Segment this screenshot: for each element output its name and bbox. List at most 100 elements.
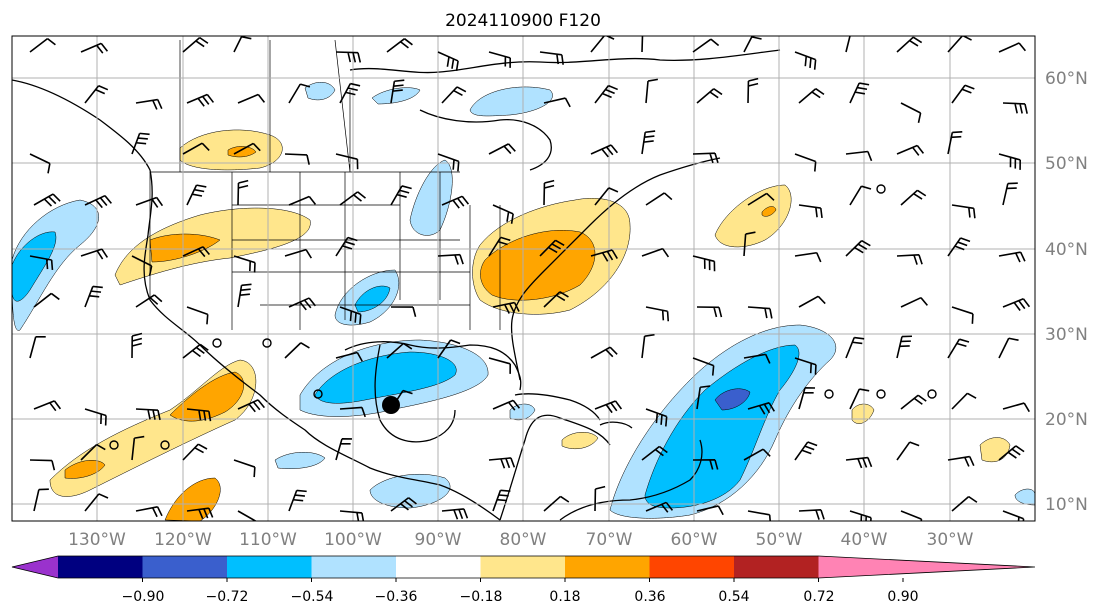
wind-barb — [131, 255, 153, 276]
colorbar-segment — [565, 556, 650, 578]
wind-barb — [437, 253, 464, 265]
wind-barb — [747, 306, 773, 319]
wind-barb — [849, 510, 872, 521]
wind-barb — [182, 246, 210, 258]
negative-anomaly-east-pacific — [274, 452, 326, 469]
wind-barb — [845, 336, 865, 359]
wind-barb — [492, 301, 520, 314]
wind-barb — [492, 204, 514, 224]
wind-barb — [845, 36, 861, 53]
wind-barb — [998, 445, 1025, 461]
wind-barb — [896, 36, 923, 53]
wind-barb — [182, 142, 210, 155]
wind-barb — [849, 185, 872, 206]
wind-barb — [798, 295, 826, 308]
wind-barb — [284, 342, 310, 359]
coastline-cuba — [514, 393, 601, 421]
wind-barb — [743, 448, 771, 461]
colorbar-extend-high — [818, 556, 1035, 578]
wind-barb — [237, 93, 266, 104]
wind-barb — [237, 179, 249, 206]
storm-center-marker — [382, 396, 400, 414]
wind-barb — [692, 152, 719, 164]
colorbar-segment — [396, 556, 481, 578]
wind-barb — [594, 187, 619, 206]
calm-circle — [876, 389, 886, 399]
wind-barb — [288, 297, 317, 311]
wind-barb — [896, 144, 925, 156]
wind-barb — [900, 394, 927, 410]
wind-barb — [594, 485, 606, 512]
wind-barb — [335, 153, 359, 170]
map-frame — [11, 35, 1036, 522]
wind-barb — [33, 193, 61, 207]
wind-barb — [794, 357, 817, 375]
wind-barb — [284, 248, 313, 259]
positive-anomaly-atlantic — [714, 184, 792, 248]
calm-circle — [824, 389, 834, 399]
wind-barb — [845, 456, 873, 469]
wind-barb — [594, 84, 618, 104]
wind-barb — [488, 51, 511, 68]
wind-barb — [186, 408, 212, 422]
wind-barb — [900, 102, 922, 123]
coastline-gulf — [344, 341, 522, 443]
wind-barb — [641, 445, 668, 461]
wind-barb — [641, 247, 670, 258]
wind-barb — [488, 357, 512, 374]
wind-barb — [339, 306, 362, 325]
wind-barb — [1002, 102, 1028, 114]
negative-anomaly-plains-core — [354, 285, 391, 313]
colorbar-tick-label: −0.90 — [122, 589, 165, 605]
canada-borders — [179, 39, 351, 173]
wind-barb — [1002, 510, 1025, 521]
wind-barb — [947, 130, 963, 155]
wind-barb — [33, 488, 49, 512]
negative-anomaly-pacific-nw — [12, 199, 99, 331]
wind-barb — [539, 51, 564, 65]
lon-label-40: 40°W — [841, 530, 888, 550]
wind-barb — [747, 402, 775, 415]
wind-barb — [696, 88, 723, 104]
wind-barb — [237, 283, 252, 308]
colorbar-segment — [649, 556, 735, 578]
calm-circle — [876, 184, 886, 194]
wind-barb — [951, 495, 978, 512]
wind-barb — [947, 237, 971, 257]
wind-barb — [1002, 298, 1031, 312]
wind-barb — [645, 501, 674, 513]
wind-barb — [692, 255, 716, 272]
lon-label-80: 80°W — [500, 530, 547, 550]
wind-barb — [590, 36, 615, 53]
wind-barb — [233, 459, 256, 478]
lat-label-30: 30°N — [1045, 325, 1088, 345]
wind-barb — [335, 438, 352, 461]
calm-circle — [262, 338, 272, 348]
wind-barb — [84, 408, 107, 426]
wind-barb — [947, 455, 975, 467]
wind-barb — [237, 510, 258, 521]
wind-barb — [233, 36, 252, 53]
wind-barb — [335, 51, 362, 63]
wind-barb — [645, 192, 673, 206]
wind-barb — [896, 441, 920, 461]
wind-barb — [29, 255, 54, 271]
wind-barb — [135, 408, 161, 421]
positive-anomaly-nw-us-core — [149, 233, 221, 263]
wind-barb — [29, 335, 46, 359]
wind-barb — [284, 153, 310, 165]
wind-barb — [900, 189, 927, 206]
wind-barb — [849, 82, 870, 104]
colorbar — [11, 555, 1036, 582]
wind-barb — [696, 385, 711, 410]
colorbar-segment — [311, 556, 397, 578]
wind-barb — [386, 38, 413, 53]
wind-barb — [135, 98, 163, 110]
wind-barb — [951, 306, 974, 324]
wind-barb — [743, 353, 771, 364]
wind-barb — [437, 153, 460, 172]
wind-barb — [182, 443, 208, 461]
colorbar-extend-low — [12, 556, 58, 578]
calm-circle — [160, 440, 170, 450]
wind-barb — [645, 306, 670, 322]
